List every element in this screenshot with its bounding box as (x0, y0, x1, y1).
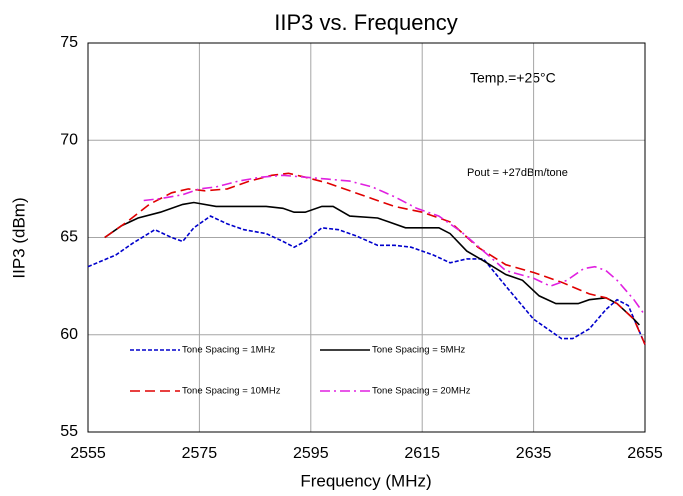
x-tick-label: 2575 (182, 445, 218, 462)
x-tick-label: 2615 (404, 445, 440, 462)
legend-label: Tone Spacing = 10MHz (182, 386, 281, 397)
legend-label: Tone Spacing = 1MHz (182, 345, 275, 356)
y-tick-label: 70 (60, 131, 78, 148)
series-line (143, 174, 646, 316)
x-tick-label: 2595 (293, 445, 329, 462)
series-line (104, 201, 640, 326)
x-tick-label: 2655 (627, 445, 663, 462)
y-tick-label: 55 (60, 423, 78, 440)
annotation: Temp.=+25°C (470, 70, 556, 86)
x-axis-label: Frequency (MHz) (300, 471, 431, 490)
y-tick-label: 65 (60, 229, 78, 246)
x-tick-label: 2555 (70, 445, 106, 462)
legend-label: Tone Spacing = 5MHz (372, 345, 465, 356)
y-tick-label: 60 (60, 326, 78, 343)
plot-border (87, 42, 646, 433)
series-line (104, 172, 646, 345)
annotation: Pout = +27dBm/tone (467, 167, 568, 179)
series-line (87, 215, 646, 345)
x-tick-label: 2635 (516, 445, 552, 462)
y-axis-label: IIP3 (dBm) (9, 197, 28, 278)
y-tick-label: 75 (60, 34, 78, 51)
legend-label: Tone Spacing = 20MHz (372, 386, 471, 397)
chart-title: IIP3 vs. Frequency (274, 10, 457, 35)
